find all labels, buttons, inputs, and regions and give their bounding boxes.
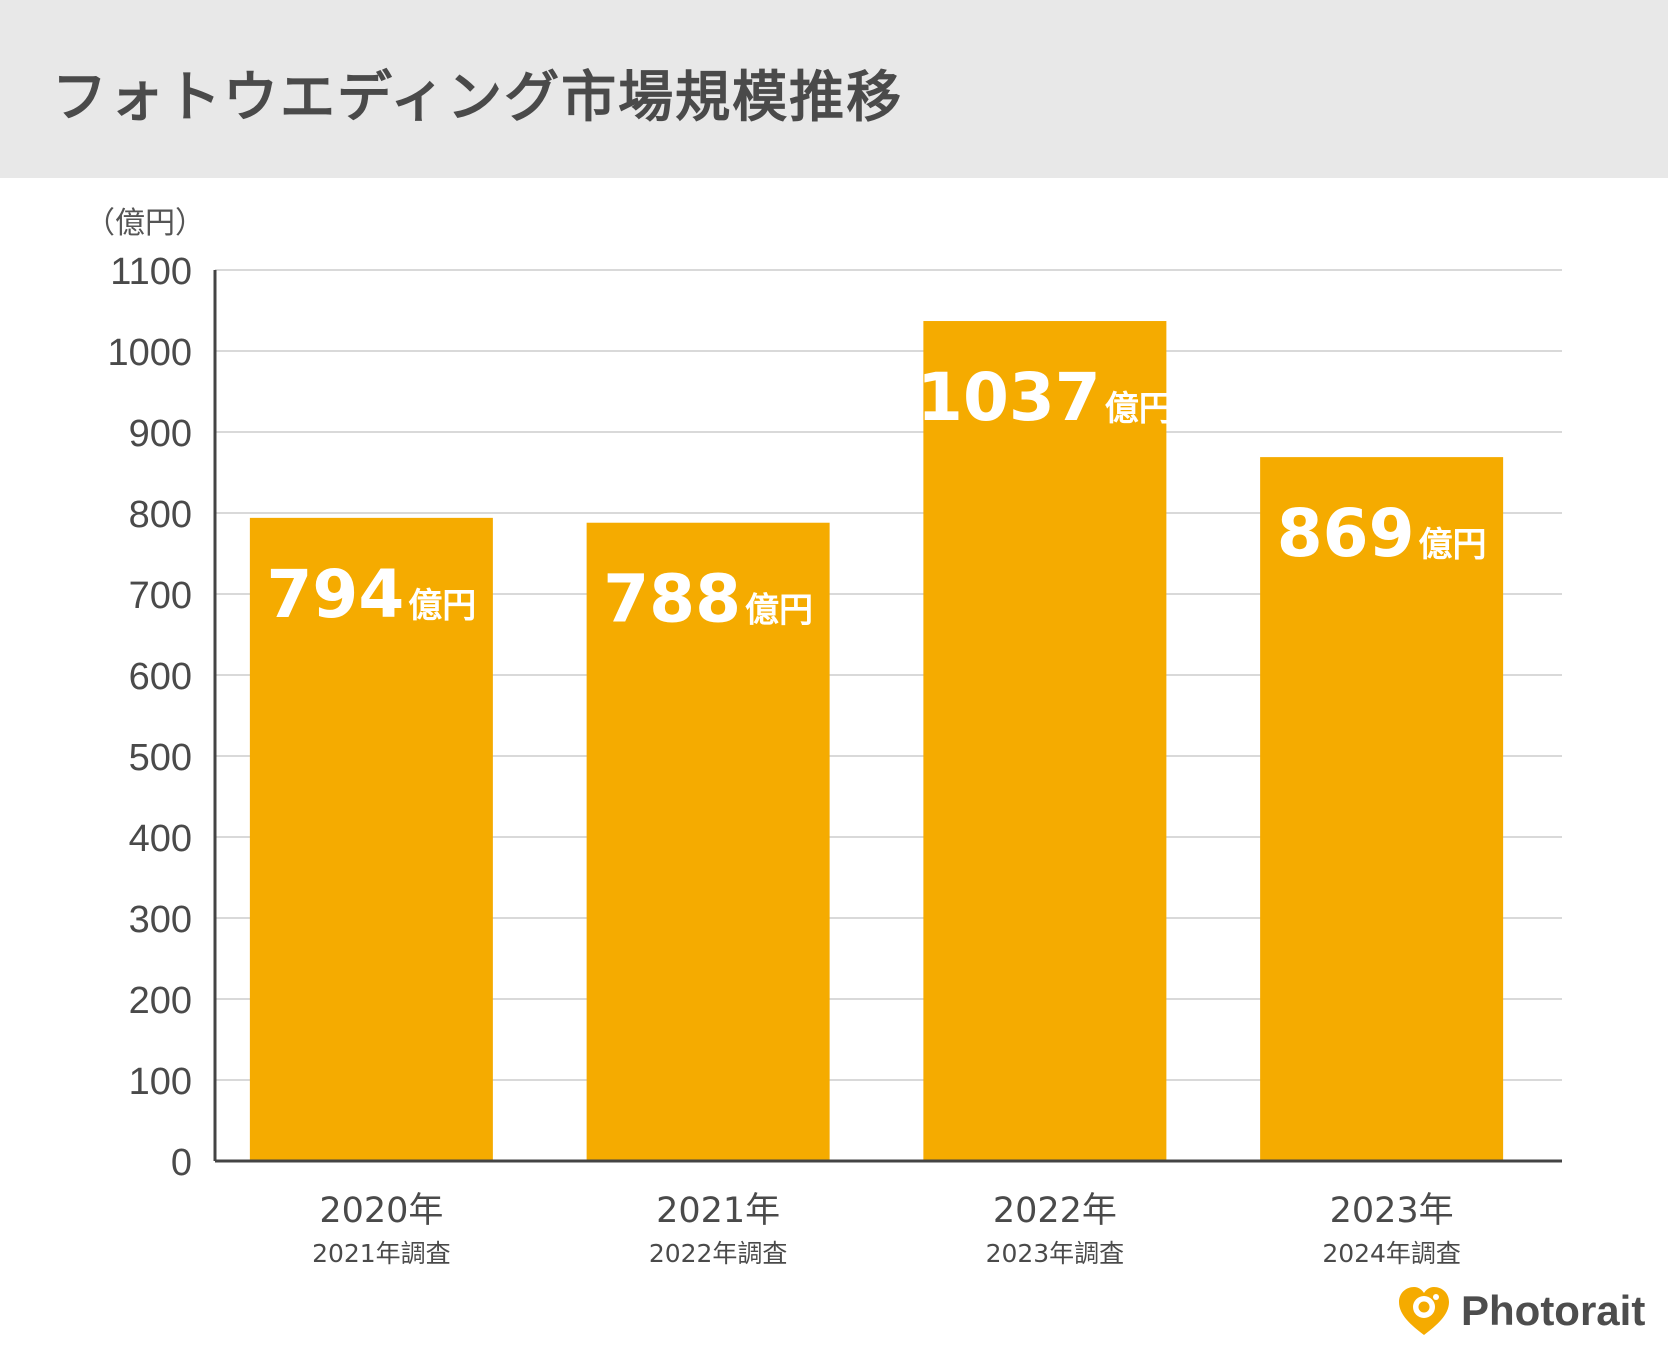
x-subcategory-label: 2021年調査 [312, 1239, 451, 1268]
x-category-label: 2021年 [656, 1191, 780, 1231]
y-tick-label: 600 [129, 656, 192, 698]
value-label: 788 億円 [603, 561, 813, 638]
x-category-label: 2022年 [993, 1191, 1117, 1231]
y-tick-label: 200 [129, 980, 192, 1022]
value-label: 1037 億円 [917, 359, 1173, 436]
photorait-logo: Photorait [1397, 1285, 1645, 1337]
header-band [0, 0, 1668, 178]
y-tick-label: 1100 [110, 251, 192, 293]
y-tick-label: 400 [129, 818, 192, 860]
value-label: 794 億円 [266, 556, 476, 633]
y-tick-label: 900 [129, 413, 192, 455]
x-subcategory-label: 2024年調査 [1322, 1239, 1461, 1268]
chart-title: フォトウエディング市場規模推移 [52, 65, 904, 129]
y-tick-label: 0 [171, 1142, 192, 1184]
value-label: 869 億円 [1277, 495, 1487, 572]
y-tick-label: 800 [129, 494, 192, 536]
y-tick-label: 100 [129, 1061, 192, 1103]
bar [1260, 457, 1504, 1161]
y-tick-label: 300 [129, 899, 192, 941]
y-tick-label: 1000 [107, 332, 192, 374]
bar [249, 517, 493, 1161]
heart-camera-icon [1399, 1287, 1449, 1335]
bar [586, 522, 830, 1161]
x-category-label: 2020年 [319, 1191, 443, 1231]
y-tick-label: 500 [129, 737, 192, 779]
y-axis-unit-label: （億円） [85, 206, 205, 241]
x-subcategory-label: 2023年調査 [986, 1239, 1125, 1268]
bar [923, 321, 1167, 1161]
x-subcategory-label: 2022年調査 [649, 1239, 788, 1268]
y-tick-label: 700 [129, 575, 192, 617]
logo-text: Photorait [1461, 1287, 1646, 1334]
x-category-label: 2023年 [1330, 1191, 1454, 1231]
